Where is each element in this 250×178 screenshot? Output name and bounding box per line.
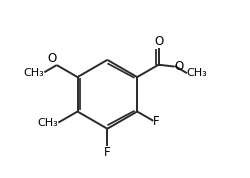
- Text: O: O: [174, 60, 183, 73]
- Text: O: O: [48, 52, 57, 65]
- Text: O: O: [154, 35, 163, 48]
- Text: F: F: [153, 115, 160, 128]
- Text: CH₃: CH₃: [186, 68, 207, 78]
- Text: F: F: [104, 146, 111, 159]
- Text: CH₃: CH₃: [38, 118, 58, 128]
- Text: CH₃: CH₃: [24, 68, 44, 78]
